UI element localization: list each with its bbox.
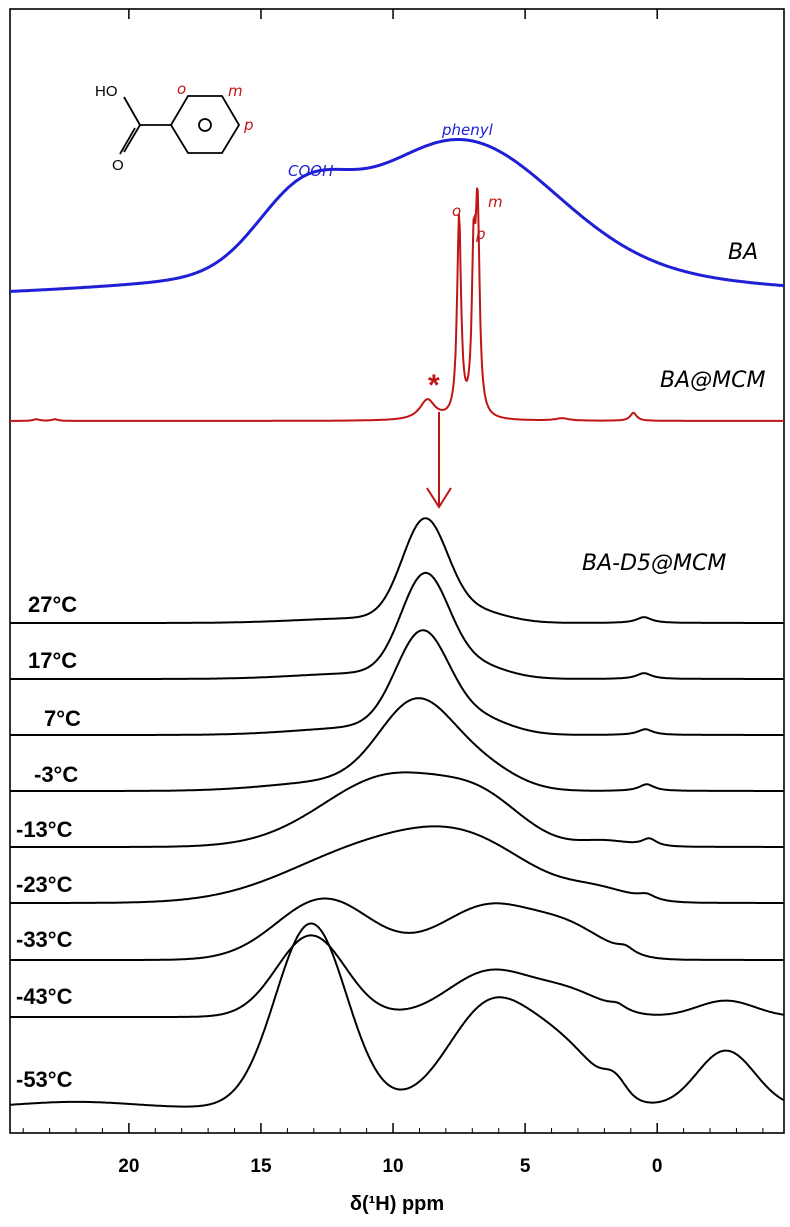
asterisk-marker: * <box>428 369 440 402</box>
x-axis-title: δ(¹H) ppm <box>350 1193 444 1215</box>
ba-spectrum-line <box>10 138 784 293</box>
spectrum-line-8 <box>9 922 785 1108</box>
series-ba-d5-mcm <box>9 517 785 1108</box>
temperature-label: 17°C <box>28 648 77 673</box>
ba-mcm-spectrum-line <box>10 187 784 422</box>
temperature-label: 27°C <box>28 592 77 617</box>
ring-meta-label: m <box>228 82 243 100</box>
x-tick-label: 0 <box>652 1156 663 1177</box>
spectrum-line-0 <box>10 517 784 624</box>
spectrum-line-7 <box>10 934 785 1018</box>
temperature-labels: 27°C 17°C 7°C -3°C -13°C -23°C -33°C -43°C -53°C <box>16 592 81 1092</box>
x-tick-label: 15 <box>250 1156 272 1177</box>
temperature-label: -53°C <box>16 1067 73 1092</box>
spectrum-line-5 <box>10 825 784 904</box>
carbonyl-oxygen-label: O <box>112 157 124 174</box>
ba-d5-mcm-sample-label: BA-D5@MCM <box>582 551 726 576</box>
plot-frame <box>9 8 785 1134</box>
hydroxyl-label: HO <box>95 83 118 100</box>
ring-para-label: p <box>243 116 254 134</box>
temperature-label: -13°C <box>16 817 73 842</box>
ring-ortho-label: o <box>177 80 186 98</box>
ba-mcm-sample-label: BA@MCM <box>660 368 765 393</box>
series-ba <box>10 138 784 293</box>
ba-sample-label: BA <box>728 240 758 265</box>
spectrum-line-2 <box>10 629 784 736</box>
temperature-label: -43°C <box>16 984 73 1009</box>
temperature-label: 7°C <box>44 706 81 731</box>
series-ba-mcm <box>10 187 784 422</box>
x-tick-label: 10 <box>382 1156 403 1177</box>
temperature-label: -23°C <box>16 872 73 897</box>
temperature-label: -3°C <box>34 762 78 787</box>
spectrum-line-3 <box>10 697 784 792</box>
x-tick-label: 20 <box>118 1156 139 1177</box>
ortho-peak-label: o <box>452 202 461 220</box>
meta-peak-label: m <box>488 193 503 211</box>
temperature-label: -33°C <box>16 927 73 952</box>
x-axis-ticks: 20 15 10 5 0 <box>22 9 764 1177</box>
spectrum-line-6 <box>10 897 784 961</box>
benzoic-acid-structure <box>119 95 241 155</box>
x-tick-label: 5 <box>520 1156 531 1177</box>
spectrum-line-1 <box>10 571 784 680</box>
cooh-label: COOH <box>288 162 333 180</box>
shift-arrow <box>426 412 452 509</box>
spectrum-line-4 <box>10 771 784 848</box>
para-peak-label: p <box>475 225 486 243</box>
phenyl-label: phenyl <box>441 121 494 139</box>
